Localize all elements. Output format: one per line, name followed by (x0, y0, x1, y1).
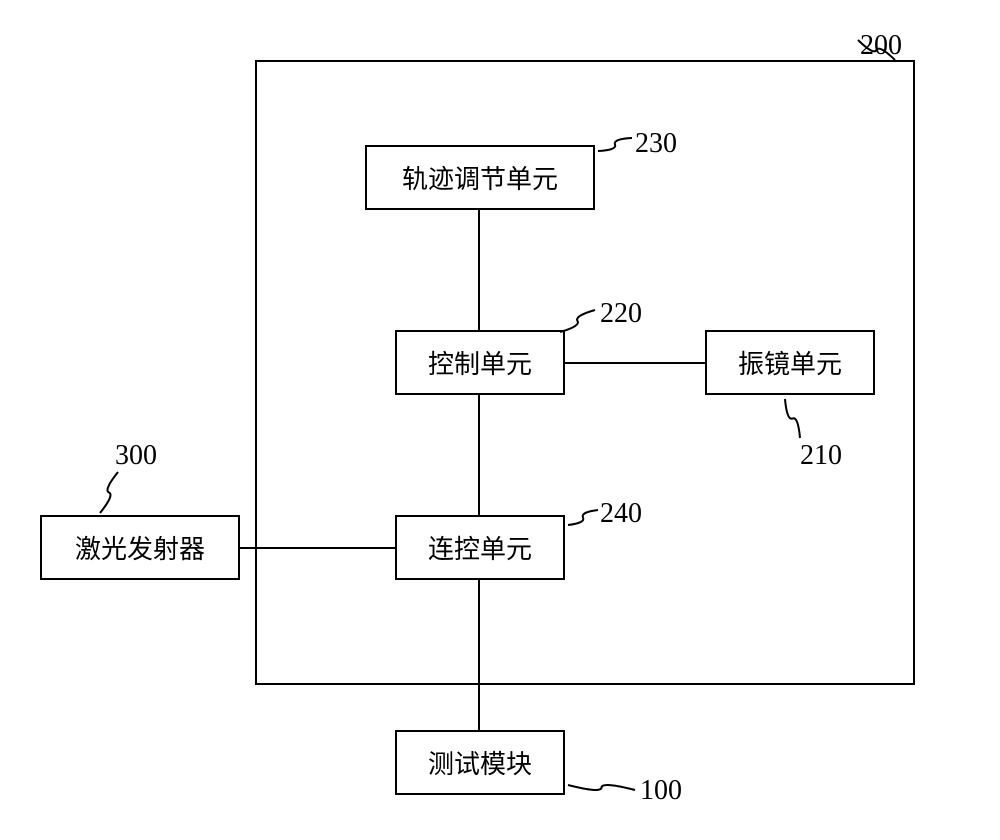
callout-leader-test-module (558, 775, 645, 800)
callout-leader-galvo-unit (775, 389, 810, 448)
node-control-unit: 控制单元 (395, 330, 565, 395)
node-trajectory-unit: 轨迹调节单元 (365, 145, 595, 210)
callout-leader-main-container (848, 30, 905, 70)
block-diagram: 200轨迹调节单元230控制单元220振镜单元210连控单元240激光发射器30… (0, 0, 1000, 840)
node-label: 测试模块 (428, 744, 532, 781)
node-link-unit: 连控单元 (395, 515, 565, 580)
callout-leader-trajectory-unit (588, 128, 642, 161)
node-test-module: 测试模块 (395, 730, 565, 795)
node-label: 轨迹调节单元 (402, 159, 558, 196)
callout-leader-laser-emitter (90, 462, 128, 523)
callout-leader-link-unit (558, 500, 608, 535)
callout-leader-control-unit (550, 300, 605, 342)
node-label: 控制单元 (428, 344, 532, 381)
node-label: 连控单元 (428, 529, 532, 566)
edge-link-unit-test-module (478, 580, 480, 730)
node-laser-emitter: 激光发射器 (40, 515, 240, 580)
node-label: 振镜单元 (738, 344, 842, 381)
node-galvo-unit: 振镜单元 (705, 330, 875, 395)
edge-control-unit-link-unit (478, 395, 480, 515)
edge-trajectory-unit-control-unit (478, 210, 480, 330)
edge-laser-emitter-link-unit (240, 547, 395, 549)
node-label: 激光发射器 (75, 529, 205, 566)
callout-label-control-unit: 220 (600, 298, 642, 330)
edge-control-unit-galvo-unit (565, 362, 705, 364)
callout-label-test-module: 100 (640, 775, 682, 807)
